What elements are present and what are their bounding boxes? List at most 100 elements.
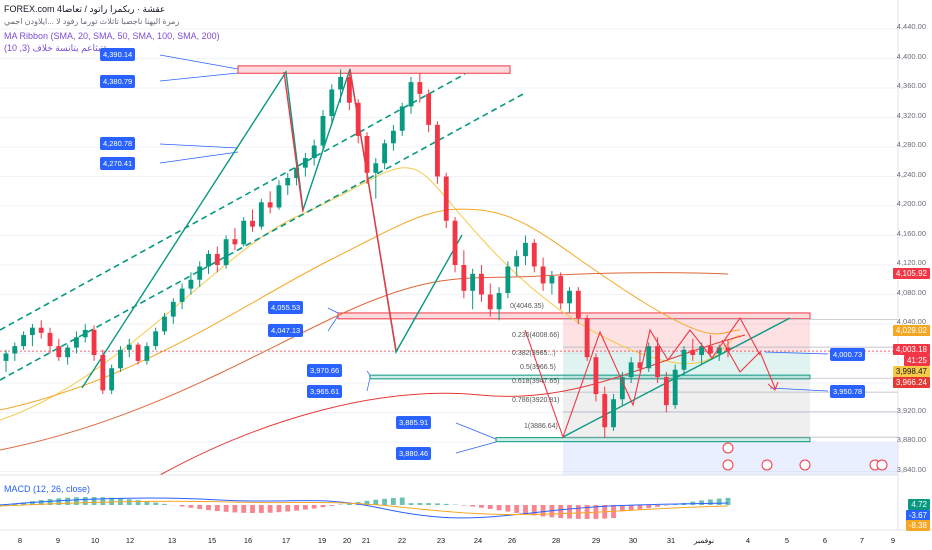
candle-body	[461, 265, 467, 291]
sma50-line	[0, 208, 741, 411]
candle-body	[56, 346, 62, 358]
macd-histogram-bar	[663, 505, 669, 506]
candle-body	[496, 293, 502, 310]
macd-line	[0, 497, 729, 519]
level-label[interactable]: 4,380.79	[100, 75, 136, 88]
arrow-head	[767, 381, 779, 391]
candle-body	[329, 89, 335, 117]
y-tick: 4,400.00	[896, 52, 926, 61]
candle-body	[690, 349, 696, 355]
x-tick: 9	[890, 536, 896, 545]
candle-body	[3, 353, 9, 361]
level-label[interactable]: 3,880.46	[396, 447, 432, 460]
resistance-zone-mid	[337, 312, 811, 320]
candle-body	[584, 318, 590, 358]
x-tick: 6	[822, 536, 828, 545]
macd-histogram-bar	[505, 505, 511, 512]
candle-body	[716, 347, 722, 354]
candle-body	[232, 239, 238, 245]
macd-histogram-bar	[29, 501, 35, 505]
x-tick: 21	[361, 536, 371, 545]
channel-upper	[0, 73, 466, 331]
macd-histogram-bar	[12, 503, 18, 505]
macd-histogram-bar	[346, 503, 352, 505]
candle-body	[258, 202, 264, 227]
macd-tag: -3.67	[905, 510, 930, 521]
candle-body	[540, 266, 546, 284]
candle-body	[382, 143, 388, 164]
candle-body	[74, 337, 79, 348]
macd-histogram-bar	[91, 497, 97, 505]
y-tick: 4,320.00	[896, 111, 926, 120]
level-label[interactable]: 3,965.61	[307, 385, 343, 398]
label-connector	[159, 54, 239, 70]
level-label[interactable]: 3,970.66	[307, 364, 343, 377]
level-label[interactable]: 4,390.14	[100, 48, 136, 61]
macd-histogram-bar	[408, 503, 414, 505]
candle-body	[197, 266, 203, 280]
candle-body	[549, 276, 555, 284]
candle-body	[241, 220, 247, 245]
sma20-line	[0, 167, 741, 421]
level-label[interactable]: 4,270.41	[100, 157, 136, 170]
level-label[interactable]: 3,950.78	[830, 385, 866, 398]
candle-body	[435, 124, 440, 177]
x-tick: 4	[745, 536, 751, 545]
candle-body	[82, 329, 88, 338]
fib-label: 0.618(3947.65)	[512, 378, 560, 385]
y-tick: 3,880.00	[896, 435, 926, 444]
macd-histogram-bar	[628, 505, 634, 511]
candle-body	[408, 82, 414, 107]
macd-histogram-bar	[109, 497, 115, 505]
candle-body	[390, 130, 396, 144]
level-label[interactable]: 4,000.73	[830, 348, 866, 361]
label-connector	[327, 307, 339, 314]
legend-macd[interactable]: MACD (12, 26, close)	[4, 484, 91, 494]
label-connector	[455, 441, 497, 454]
level-label[interactable]: 4,055.53	[268, 301, 304, 314]
macd-histogram-bar	[373, 499, 379, 505]
label-connector	[769, 387, 829, 392]
candle-body	[646, 346, 652, 369]
candle-body	[320, 116, 326, 146]
macd-histogram-bar	[584, 505, 590, 519]
level-label[interactable]: 4,280.78	[100, 137, 136, 150]
x-tick: 13	[167, 536, 177, 545]
macd-histogram-bar	[443, 503, 449, 505]
candles	[3, 69, 731, 438]
macd-histogram-bar	[65, 497, 71, 505]
y-tick: 4,160.00	[896, 229, 926, 238]
level-label[interactable]: 4,047.13	[268, 324, 304, 337]
macd-histogram-bar	[470, 505, 476, 507]
macd-histogram-bar	[716, 498, 722, 505]
macd-histogram-bar	[267, 505, 273, 513]
x-tick: 30	[628, 536, 638, 545]
macd-histogram-bar	[74, 497, 79, 505]
legend-ma-ribbon[interactable]: MA Ribbon (SMA, 20, SMA, 50, SMA, 100, S…	[4, 31, 220, 41]
drop-arrow	[283, 71, 304, 213]
y-tick: 4,040.00	[896, 317, 926, 326]
x-tick: 19	[317, 536, 327, 545]
candle-body	[426, 93, 432, 125]
macd-histogram-bar	[637, 505, 643, 510]
legend-extra-indicator[interactable]: ةتبثاعم يتانسة خلاف (3, 10)	[4, 43, 108, 53]
macd-histogram-bar	[329, 505, 335, 506]
resistance-zone-top	[237, 65, 511, 74]
x-tick: 7	[859, 536, 865, 545]
candle-body	[144, 346, 150, 361]
label-connector	[764, 351, 829, 355]
price-tag: 3,966.24	[892, 377, 930, 388]
legend-symbol[interactable]: FOREX.com 4عقشة · ربكمرا راتود / تعاضا	[4, 4, 165, 15]
y-tick: 4,240.00	[896, 170, 926, 179]
level-label[interactable]: 3,885.91	[396, 416, 432, 429]
event-lightning-icon	[722, 442, 734, 454]
candle-body	[109, 368, 115, 391]
macd-histogram-bar	[135, 500, 141, 505]
zones	[0, 54, 898, 475]
macd-histogram-bar	[399, 497, 405, 505]
x-tick: 5	[784, 536, 790, 545]
candle-body	[558, 276, 564, 304]
candle-body	[452, 220, 458, 265]
macd-histogram-bar	[320, 505, 326, 508]
